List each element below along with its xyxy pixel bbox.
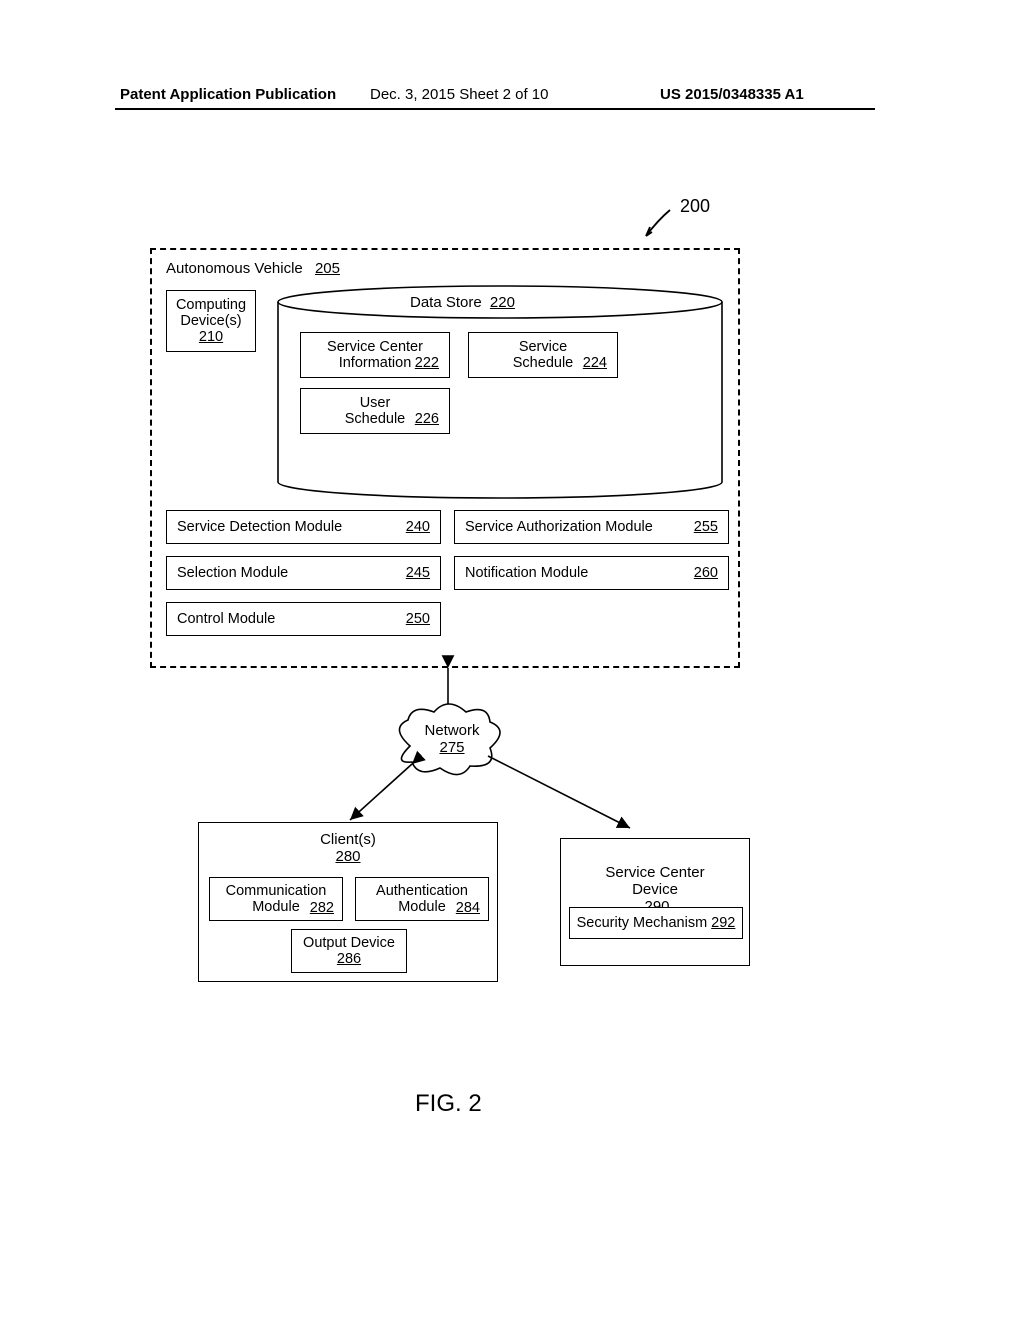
ml0-ref: 240 [406, 519, 430, 535]
datastore-item-user-schedule: User Schedule 226 [300, 388, 450, 434]
client-module-authentication: Authentication Module 284 [355, 877, 489, 921]
system-ref-arrow-icon [640, 208, 670, 238]
ml1-label: Selection Module [177, 565, 288, 581]
diagram: 200 Autonomous Vehicle 205 Computing Dev… [150, 190, 750, 1090]
sc-title-text: Service Center Device [605, 864, 704, 898]
network-label: Network 275 [422, 722, 482, 756]
av-title-ref: 205 [315, 260, 340, 277]
sm-label: Security Mechanism [577, 915, 708, 931]
computing-device-label: Computing Device(s) [173, 297, 249, 329]
ds-item1-ref: 224 [583, 355, 607, 371]
header-mid: Dec. 3, 2015 Sheet 2 of 10 [370, 86, 548, 103]
autonomous-vehicle-title: Autonomous Vehicle 205 [166, 260, 340, 277]
client-module-output-device: Output Device 286 [291, 929, 407, 973]
clients-title: Client(s) 280 [199, 831, 497, 865]
security-mechanism-box: Security Mechanism 292 [569, 907, 743, 939]
datastore-item-service-center-info: Service Center Information 222 [300, 332, 450, 378]
module-service-detection: Service Detection Module 240 [166, 510, 441, 544]
data-store-title-text: Data Store [410, 294, 482, 311]
ml0-label: Service Detection Module [177, 519, 342, 535]
clients-box: Client(s) 280 Communication Module 282 A… [198, 822, 498, 982]
mr0-label: Service Authorization Module [465, 519, 653, 535]
av-title-text: Autonomous Vehicle [166, 260, 303, 277]
service-center-title: Service Center Device 290 [561, 847, 749, 915]
module-control: Control Module 250 [166, 602, 441, 636]
page: Patent Application Publication Dec. 3, 2… [0, 0, 1024, 1320]
data-store-ref: 220 [490, 294, 515, 311]
service-center-box: Service Center Device 290 Security Mecha… [560, 838, 750, 966]
data-store-title: Data Store 220 [410, 294, 515, 311]
mr1-ref: 260 [694, 565, 718, 581]
module-service-authorization: Service Authorization Module 255 [454, 510, 729, 544]
module-selection: Selection Module 245 [166, 556, 441, 590]
network-label-text: Network [424, 722, 479, 739]
ml2-label: Control Module [177, 611, 275, 627]
client-module-communication: Communication Module 282 [209, 877, 343, 921]
cm0-ref: 282 [310, 900, 334, 916]
clients-title-text: Client(s) [320, 831, 376, 848]
ml1-ref: 245 [406, 565, 430, 581]
datastore-item-service-schedule: Service Schedule 224 [468, 332, 618, 378]
clients-ref: 280 [335, 848, 360, 865]
computing-device-box: Computing Device(s) 210 [166, 290, 256, 352]
header-rule [115, 108, 875, 110]
header-right: US 2015/0348335 A1 [660, 86, 804, 103]
mr0-ref: 255 [694, 519, 718, 535]
mr1-label: Notification Module [465, 565, 588, 581]
header-left: Patent Application Publication [120, 86, 336, 103]
figure-caption: FIG. 2 [415, 1090, 482, 1118]
network-ref: 275 [439, 739, 464, 756]
system-ref-label: 200 [680, 196, 710, 217]
computing-device-ref: 210 [173, 329, 249, 345]
cm2-label: Output Device [298, 935, 400, 951]
sm-ref: 292 [711, 915, 735, 931]
module-notification: Notification Module 260 [454, 556, 729, 590]
ds-item0-ref: 222 [415, 355, 439, 371]
autonomous-vehicle-box: Autonomous Vehicle 205 Computing Device(… [150, 248, 740, 668]
cm2-ref: 286 [298, 951, 400, 967]
ds-item2-ref: 226 [415, 411, 439, 427]
cm1-ref: 284 [456, 900, 480, 916]
ml2-ref: 250 [406, 611, 430, 627]
